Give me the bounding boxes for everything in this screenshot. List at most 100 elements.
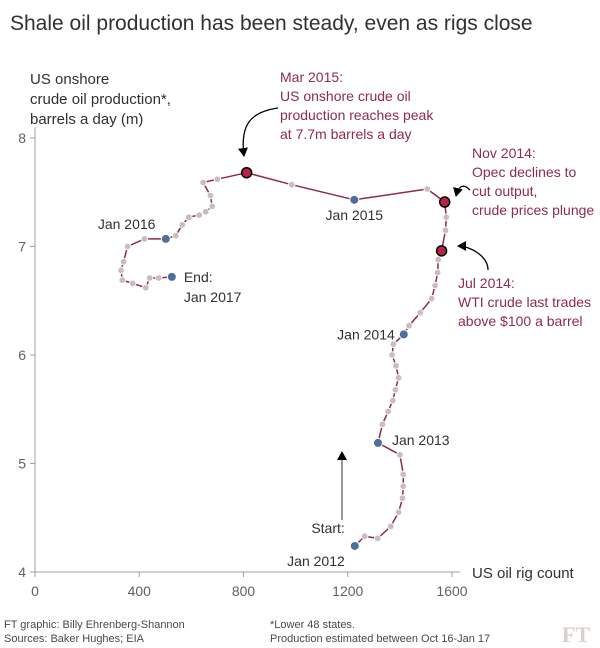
x-tick-label: 400 bbox=[128, 583, 152, 599]
data-point bbox=[202, 208, 210, 216]
footer-notes: *Lower 48 states. Production estimated b… bbox=[270, 618, 490, 646]
data-point bbox=[142, 284, 150, 292]
data-point bbox=[288, 180, 296, 189]
series-line bbox=[120, 171, 448, 547]
data-point bbox=[140, 235, 149, 243]
data-point bbox=[394, 508, 403, 517]
labelled-point bbox=[160, 233, 171, 244]
y-tick-label: 4 bbox=[18, 564, 26, 580]
y-tick-label: 8 bbox=[18, 130, 26, 146]
point-label: Start: bbox=[311, 520, 344, 536]
annotation-arrow bbox=[457, 241, 489, 271]
data-point bbox=[433, 268, 442, 277]
data-point bbox=[392, 362, 400, 370]
data-point bbox=[195, 211, 203, 219]
y-tick-label: 5 bbox=[18, 456, 26, 472]
y-axis-label-line: US onshore bbox=[30, 71, 109, 88]
y-axis-label-line: crude oil production*, bbox=[30, 91, 171, 108]
data-point bbox=[172, 231, 180, 240]
annotation-text-line: Jul 2014: bbox=[458, 275, 515, 291]
x-tick-label: 1600 bbox=[436, 583, 467, 599]
x-tick-label: 800 bbox=[232, 583, 256, 599]
annotation-text-line: production reaches peak bbox=[280, 107, 434, 123]
annotations: Mar 2015: US onshore crude oil production … bbox=[238, 69, 594, 329]
highlight-point bbox=[438, 196, 451, 208]
point-label: Jan 2014 bbox=[337, 326, 395, 342]
data-point bbox=[387, 522, 395, 531]
labelled-point bbox=[372, 437, 383, 448]
annotation-text-line: Mar 2015: bbox=[280, 69, 343, 85]
point-label: Jan 2012 bbox=[287, 553, 345, 569]
data-point bbox=[405, 322, 413, 330]
annotation-arrow bbox=[453, 185, 471, 197]
footer-sources: Sources: Baker Hughes; EIA bbox=[4, 633, 145, 645]
data-point bbox=[398, 494, 407, 502]
data-point bbox=[374, 534, 382, 543]
annotation-arrow bbox=[238, 107, 279, 157]
ft-logo: FT bbox=[561, 622, 590, 647]
data-point bbox=[394, 374, 403, 382]
data-point bbox=[360, 532, 369, 540]
data-point bbox=[396, 451, 404, 459]
data-point bbox=[399, 470, 407, 479]
annotation-text-line: WTI crude last trades bbox=[458, 294, 591, 310]
x-tick-label: 0 bbox=[31, 583, 39, 599]
x-axis-label: US oil rig count bbox=[472, 565, 575, 582]
annotation-text-line: Opec declines to bbox=[472, 164, 576, 180]
axes: 4 5 6 7 8 0 400 800 1200 1600 US oil rig count bbox=[18, 127, 575, 599]
data-point bbox=[178, 221, 186, 229]
point-label: Jan 2016 bbox=[98, 216, 156, 232]
data-point bbox=[208, 202, 216, 211]
y-axis-label-line: barrels a day (m) bbox=[30, 111, 143, 128]
footer-note-estimate: Production estimated between Oct 16-Jan … bbox=[270, 633, 491, 645]
data-point bbox=[442, 213, 450, 221]
x-tick-label: 1200 bbox=[332, 583, 363, 599]
data-series bbox=[117, 166, 451, 551]
y-tick-label: 6 bbox=[18, 347, 26, 363]
annotation-text-line: cut output, bbox=[472, 183, 537, 199]
data-point bbox=[423, 185, 431, 193]
footer-credits: FT graphic: Billy Ehrenberg-Shannon Sour… bbox=[4, 618, 185, 646]
point-label: Jan 2013 bbox=[392, 432, 450, 448]
data-point bbox=[145, 274, 154, 282]
data-point bbox=[434, 255, 442, 264]
point-label: Jan 2015 bbox=[325, 207, 383, 223]
highlight-point bbox=[240, 166, 253, 179]
annotation-text-line: above $100 a barrel bbox=[458, 313, 583, 329]
labelled-point bbox=[349, 540, 360, 551]
data-point bbox=[391, 386, 400, 394]
chart-title: Shale oil production has been steady, ev… bbox=[10, 12, 533, 35]
point-label: End: bbox=[184, 269, 213, 285]
y-tick-label: 7 bbox=[18, 239, 26, 255]
point-label: Jan 2017 bbox=[184, 289, 242, 305]
annotation-text-line: at 7.7m barrels a day bbox=[280, 126, 412, 142]
annotation-text-line: US onshore crude oil bbox=[280, 88, 411, 104]
data-point bbox=[389, 340, 398, 348]
data-point bbox=[427, 294, 436, 303]
labelled-point bbox=[166, 271, 177, 282]
data-point bbox=[378, 420, 387, 429]
data-point bbox=[199, 178, 207, 187]
labelled-point bbox=[398, 329, 409, 340]
data-point bbox=[388, 351, 396, 359]
data-point bbox=[213, 175, 222, 183]
data-point bbox=[119, 257, 128, 266]
data-point bbox=[206, 191, 215, 200]
data-point bbox=[431, 281, 439, 290]
highlight-point bbox=[435, 245, 448, 257]
data-point bbox=[441, 226, 450, 234]
labelled-point bbox=[349, 194, 360, 205]
point-labels: Jan 2016 End: Jan 2017 Jan 2015 Jan 2014 Jan … bbox=[98, 207, 450, 569]
data-point bbox=[129, 279, 137, 288]
data-point bbox=[117, 266, 125, 275]
data-point bbox=[123, 242, 132, 251]
footer-credit: FT graphic: Billy Ehrenberg-Shannon bbox=[4, 619, 185, 631]
data-point bbox=[416, 308, 424, 317]
data-point bbox=[399, 482, 407, 490]
data-point bbox=[185, 213, 193, 221]
data-point bbox=[389, 396, 397, 405]
y-axis-label: US onshore crude oil production*, barrels … bbox=[30, 71, 171, 128]
footer-note-lower48: *Lower 48 states. bbox=[270, 619, 355, 631]
data-point bbox=[118, 276, 127, 284]
